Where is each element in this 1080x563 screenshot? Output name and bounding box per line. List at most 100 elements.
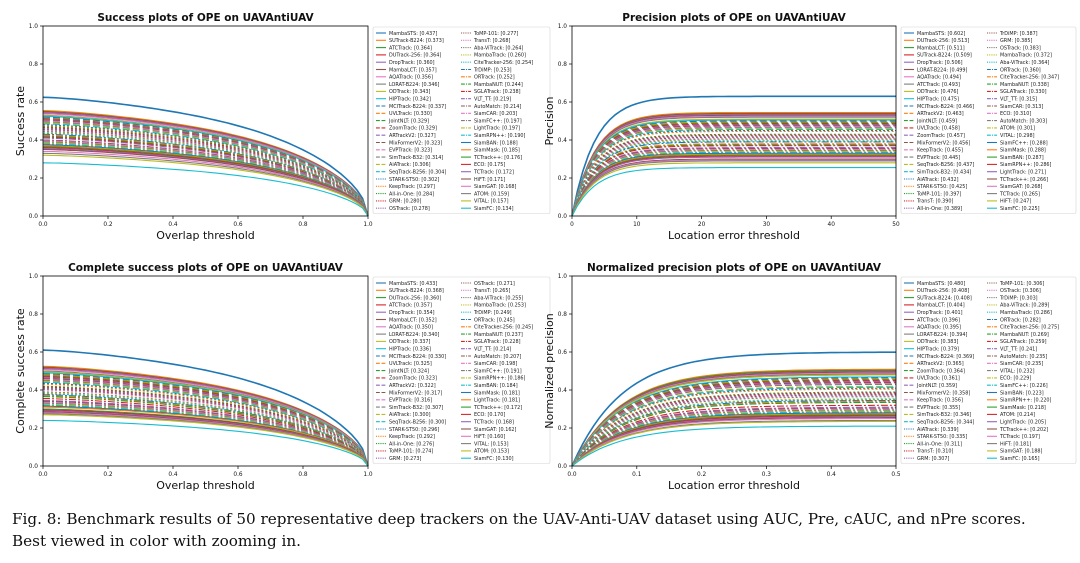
axes-frame [42,25,369,217]
series-line-SiamGAT [571,159,896,217]
legend-entry: Aba-ViTrack: [0.289] [1000,303,1049,309]
legend-entry: SiamRPN++: [0.190] [474,133,526,139]
legend-entry: AiATrack: [0.339] [917,427,959,433]
legend-entry: MixFormerV2: [0.317] [389,390,442,396]
y-tick-label: 0.4 [29,388,39,394]
y-tick-label: 0.2 [558,426,568,432]
legend-entry: SiamMask: [0.218] [1000,405,1046,411]
legend-entry: SiamGAT: [0.162] [474,427,517,433]
legend-entry: HiFT: [0.247] [1000,199,1031,205]
legend-entry: SimTrack-B32: [0.434] [917,170,971,176]
legend-entry: LightTrack: [0.197] [474,126,520,132]
legend-entry: STARK-ST50: [0.425] [917,184,967,190]
legend-entry: TransT: [0.390] [916,199,953,205]
legend-entry: SiamCAR: [0.235] [1000,361,1043,367]
x-tick-label: 0.0 [567,472,577,478]
legend-entry: TCTrack++: [0.172] [473,405,522,411]
series-line-SeqTrack-B256 [42,123,369,217]
legend-entry: OSTrack: [0.306] [1000,288,1041,294]
series-line-EVPTrack [571,383,896,467]
legend-entry: ORTrack: [0.252] [474,75,515,81]
x-tick-label: 0.6 [233,222,243,228]
x-tick-label: 0.8 [298,472,308,478]
legend-entry: SiamBAN: [0.184] [474,383,518,389]
legend-entry: KeepTrack: [0.297] [389,184,435,190]
legend-entry: MCITrack-B224: [0.369] [917,354,974,360]
series-line-MambaNUT [571,401,897,467]
series-line-SiamCAR [571,148,896,217]
legend-entry: SGLATrack: [0.228] [474,339,521,345]
legend-entry: DUTrack-256: [0.513] [917,38,969,44]
x-tick-label: 0.0 [38,472,48,478]
y-tick-label: 0.8 [558,62,568,68]
legend-entry: AutoMatch: [0.235] [1000,354,1047,360]
legend-entry: MCITrack-B224: [0.330] [389,354,446,360]
series-line-ZoomTrack [571,379,896,467]
series-line-AQATrack [571,115,896,217]
y-tick-label: 0.0 [558,214,568,220]
x-tick-label: 0.4 [168,222,178,228]
y-tick-label: 0.0 [558,464,568,470]
series-line-STARK-ST50 [571,130,896,217]
legend-entry: HIPTrack: [0.336] [389,347,431,353]
y-tick-label: 0.6 [558,100,568,106]
legend-entry: ORTrack: [0.282] [1000,317,1041,323]
series-line-ATOM [42,414,369,467]
legend-entry: TrDiMP: [0.253] [473,67,512,73]
y-tick-label: 1.0 [558,274,568,280]
legend-entry: LightTrack: [0.205] [1000,420,1046,426]
legend-entry: SiamFC: [0.165] [1000,456,1040,462]
series-line-OSTrack [571,395,896,467]
legend-entry: LORAT-B224: [0.340] [389,332,439,338]
caption-text-line2: Best viewed in color with zooming in. [12,532,301,550]
series-line-DropTrack [571,113,896,217]
series-line-TransT [571,134,896,217]
legend-entry: ARTrackV2: [0.322] [389,383,436,389]
series-line-SiamRPN++ [43,403,369,467]
legend-entry: ATCTrack: [0.364] [389,45,432,51]
legend-entry: LORAT-B224: [0.394] [917,332,967,338]
series-line-ATOM [571,415,896,467]
legend-entry: LightTrack: [0.181] [474,398,520,404]
legend-entry: ZoomTrack: [0.364] [917,368,965,374]
series-line-MambaSTS [42,96,369,217]
legend-entry: AQATrack: [0.356] [389,75,433,81]
legend-entry: DropTrack: [0.354] [389,310,435,316]
figure-caption: Fig. 8: Benchmark results of 50 represen… [12,508,1072,552]
legend-entry: AQATrack: [0.494] [917,75,961,81]
legend-entry: HIPTrack: [0.379] [917,347,959,353]
legend-entry: UVLTrack: [0.325] [389,361,432,367]
x-tick-label: 0.1 [632,472,642,478]
y-tick-label: 0.2 [29,426,39,432]
legend-entry: ATCTrack: [0.357] [389,303,432,309]
series-line-MambaTrack [571,399,896,467]
legend-entry: SiamRPN++: [0.186] [474,376,526,382]
x-tick-label: 40 [828,222,836,228]
legend-entry: DUTrack-256: [0.364] [389,53,441,59]
series-line-ToMP-101 [571,133,896,217]
series-line-LightTrack [571,416,896,467]
series-line-ATCTrack [571,116,896,217]
legend-entry: SiamFC: [0.225] [1000,206,1040,212]
series-line-ZoomTrack [571,124,896,217]
legend-entry: SiamFC++: [0.197] [474,118,522,124]
legend-entry: SiamMask: [0.185] [474,148,520,154]
legend-entry: STARK-ST50: [0.296] [389,427,439,433]
legend-entry: SiamMask: [0.288] [1000,148,1046,154]
legend-entry: TransT: [0.268] [473,38,510,44]
y-tick-label: 0.8 [29,312,39,318]
series-line-DUTrack-256 [571,111,896,217]
legend-entry: VITAL: [0.157] [474,199,509,205]
legend-entry: SiamRPN++: [0.220] [1000,398,1052,404]
series-line-SiamCAR [42,140,369,217]
legend-entry: TransT: [0.265] [473,288,510,294]
y-tick-label: 0.0 [29,464,39,470]
x-axis-label: Location error threshold [668,229,800,242]
series-line-SiamGAT [571,420,896,467]
series-line-VLT_TT [571,406,896,467]
chart-title: Success plots of OPE on UAVAntiUAV [97,12,314,24]
legend-entry: ARTrackV2: [0.365] [917,361,964,367]
legend-entry: KeepTrack: [0.455] [917,148,963,154]
series-line-LightTrack [42,406,369,467]
series-line-ODTrack [571,118,896,217]
